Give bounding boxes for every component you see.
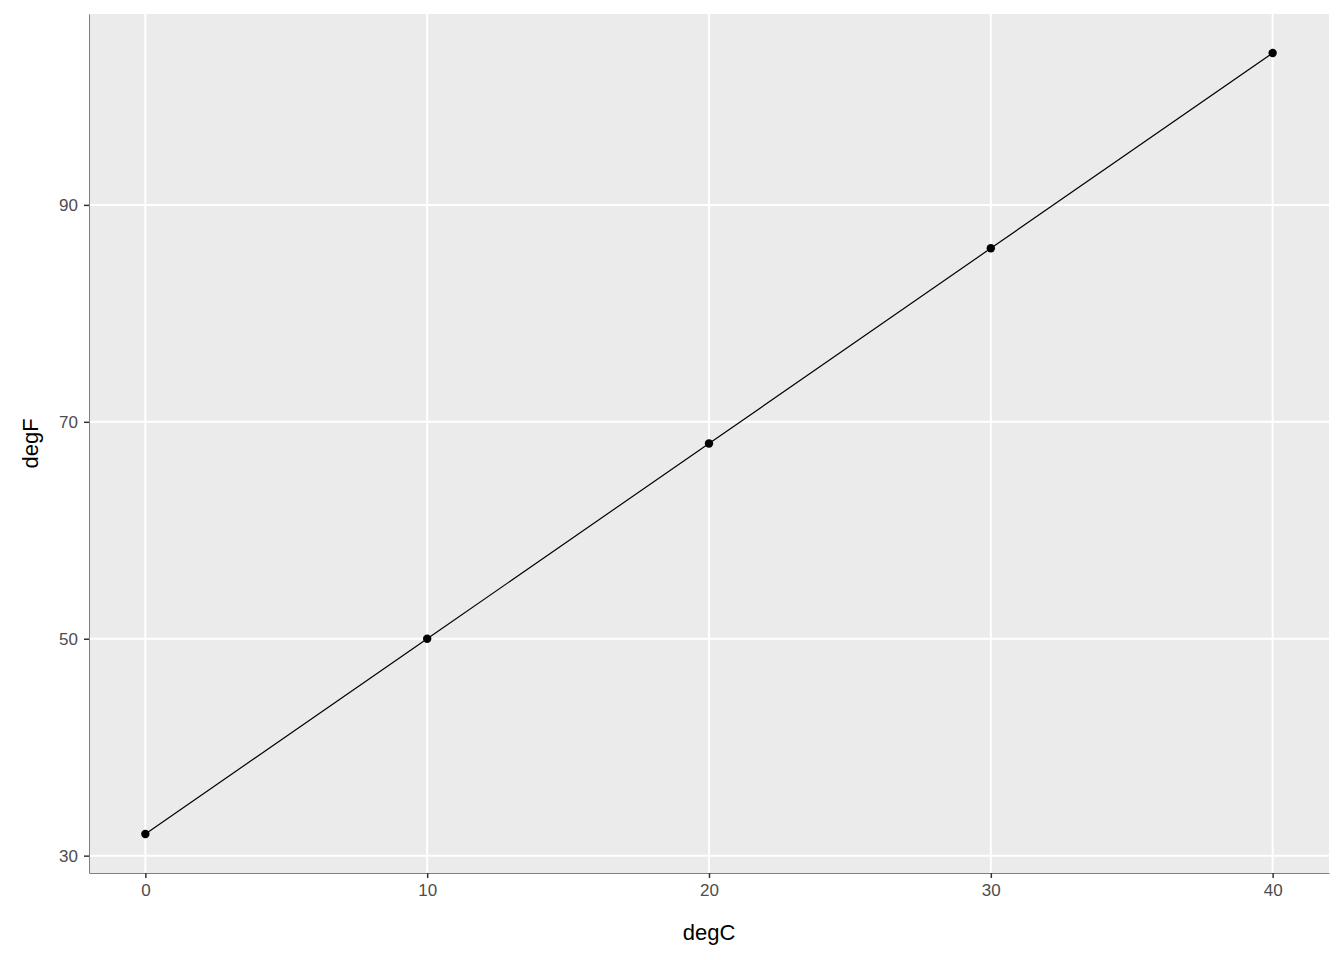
point (423, 635, 431, 643)
grid (89, 14, 1329, 873)
tick: 10 (418, 873, 437, 900)
tick: 30 (982, 873, 1001, 900)
grid-line (144, 14, 146, 873)
panel-background (89, 14, 1329, 873)
tick-label: 30 (982, 881, 1001, 900)
tick-label: 70 (59, 413, 78, 432)
x-axis: 0 10 20 30 40 (90, 873, 1330, 900)
tick-mark (84, 638, 89, 640)
tick-mark (84, 855, 89, 857)
grid-line (426, 14, 428, 873)
tick: 40 (1264, 873, 1283, 900)
tick-mark (84, 205, 89, 207)
tick-label: 20 (700, 881, 719, 900)
tick: 70 (59, 413, 89, 432)
tick: 50 (59, 630, 89, 649)
tick-label: 90 (59, 196, 78, 215)
tick-mark (427, 873, 429, 878)
point (987, 244, 995, 252)
tick-mark (84, 422, 89, 424)
point (1268, 49, 1276, 57)
line (145, 53, 1272, 834)
tick-mark (145, 873, 147, 878)
tick-label: 10 (418, 881, 437, 900)
y-axis-title: degF (18, 418, 43, 468)
series (141, 49, 1277, 838)
tick-mark (709, 873, 711, 878)
tick-label: 40 (1264, 881, 1283, 900)
plot: 0 10 20 30 40 30 50 70 90 (59, 14, 1329, 900)
y-axis: 30 50 70 90 (59, 15, 89, 874)
tick-mark (1272, 873, 1274, 878)
axis-line (89, 15, 90, 874)
point (141, 830, 149, 838)
x-axis-title: degC (683, 920, 736, 945)
chart: 0 10 20 30 40 30 50 70 90 degC degF (0, 0, 1344, 960)
tick-label: 0 (141, 881, 150, 900)
point (705, 439, 713, 447)
tick: 20 (700, 873, 719, 900)
tick: 90 (59, 196, 89, 215)
grid-line (1272, 14, 1274, 873)
tick: 0 (141, 873, 150, 900)
tick: 30 (59, 847, 89, 866)
grid-line (990, 14, 992, 873)
tick-label: 30 (59, 847, 78, 866)
tick-label: 50 (59, 630, 78, 649)
tick-mark (991, 873, 993, 878)
